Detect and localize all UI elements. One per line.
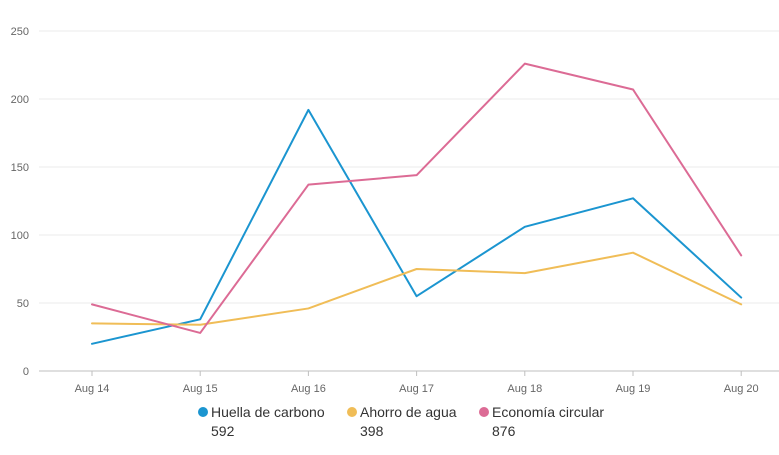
legend-series-total: 876 (492, 423, 516, 439)
legend-series-total: 398 (360, 423, 384, 439)
series-line-2[interactable] (91, 251, 743, 326)
x-tick-label: Aug 18 (507, 383, 542, 395)
legend-series-name: Economía circular (492, 404, 605, 420)
y-tick-label: 250 (11, 26, 29, 38)
x-tick-label: Aug 19 (616, 383, 651, 395)
y-tick-label: 200 (11, 94, 29, 106)
series-line-1[interactable] (91, 108, 743, 345)
legend-swatch (479, 407, 489, 417)
x-tick-label: Aug 15 (183, 383, 218, 395)
legend-swatch (347, 407, 357, 417)
series-lines (91, 62, 743, 345)
legend-swatch (198, 407, 208, 417)
legend-series-name: Huella de carbono (211, 404, 325, 420)
x-tick-label: Aug 20 (724, 383, 759, 395)
x-tick-label: Aug 17 (399, 383, 434, 395)
y-tick-label: 0 (23, 366, 29, 378)
y-tick-label: 100 (11, 230, 29, 242)
axes: 0 50 100 150 200 250 Aug 14 Aug 15 Aug 16 Aug 17 A… (11, 26, 779, 395)
legend-series-name: Ahorro de agua (360, 404, 457, 420)
grid-lines (39, 30, 779, 304)
legend-series-total: 592 (211, 423, 235, 439)
x-tick-label: Aug 16 (291, 383, 326, 395)
x-tick-label: Aug 14 (75, 383, 110, 395)
series-line-3[interactable] (91, 62, 743, 334)
y-tick-label: 150 (11, 162, 29, 174)
y-tick-label: 50 (17, 298, 29, 310)
